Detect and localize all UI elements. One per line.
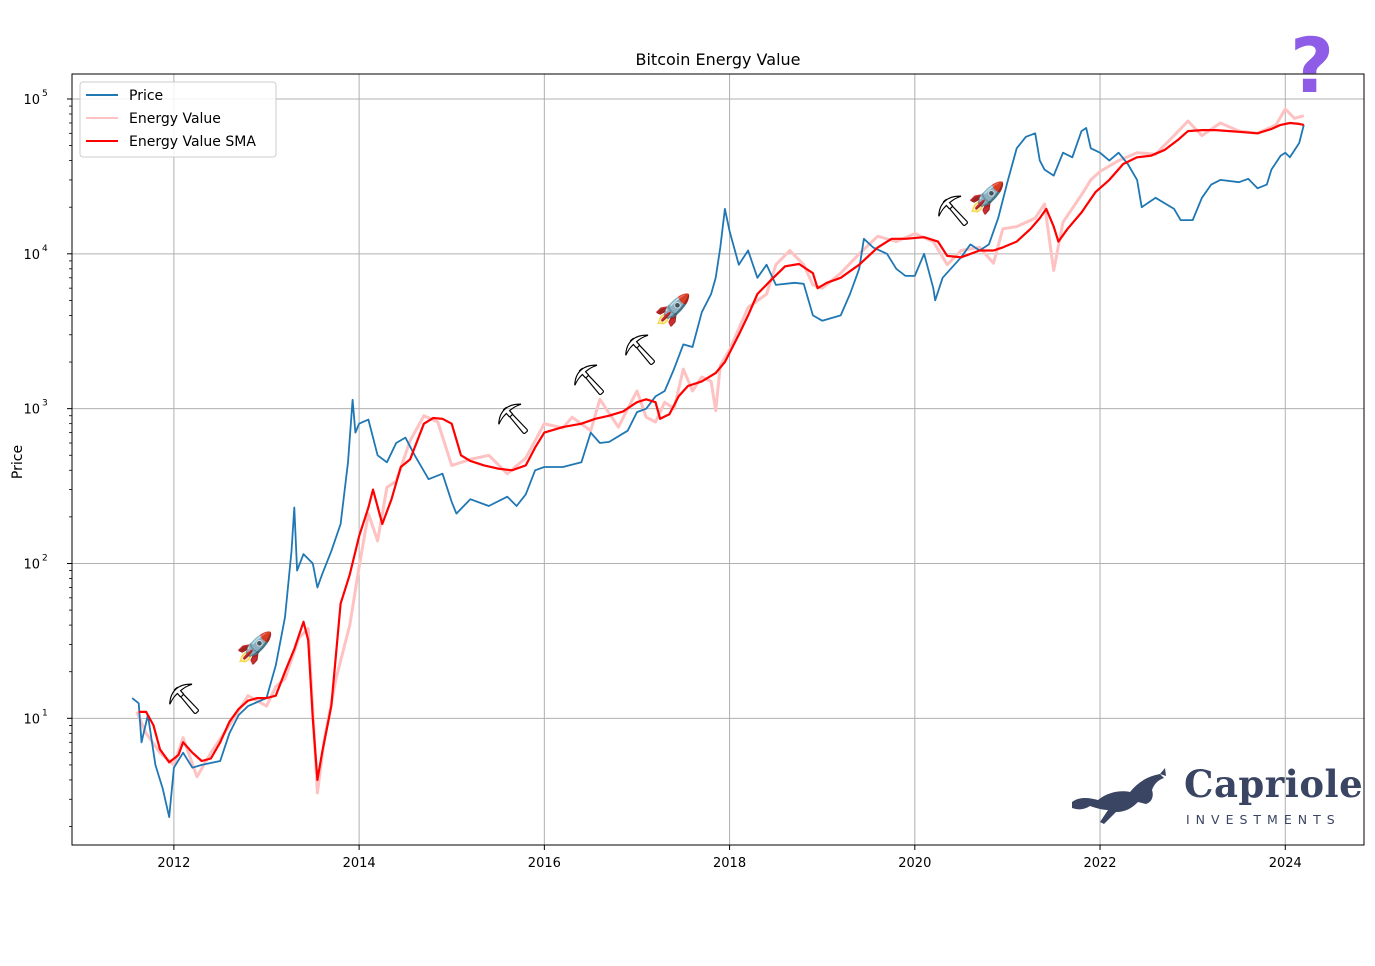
y-tick-exponent: 2 — [42, 553, 48, 563]
legend: Price Energy Value Energy Value SMA — [79, 81, 277, 158]
capriole-logo: Capriole INVESTMENTS — [1068, 752, 1363, 834]
x-axis: 2012 2014 2016 2018 2020 2022 2024 — [157, 845, 1302, 871]
y-tick-exponent: 5 — [42, 89, 48, 99]
series-line-energy-value-sma — [138, 121, 1305, 781]
pickaxe-icon: ⛏ — [165, 682, 204, 717]
x-tick-label: 2016 — [528, 856, 561, 871]
pickaxe-icon: ⛏ — [934, 194, 973, 229]
y-tick-label: 10 — [23, 403, 40, 418]
y-tick-exponent: 1 — [42, 708, 48, 718]
x-tick-label: 2020 — [898, 856, 931, 871]
logo-wordmark: Capriole — [1184, 762, 1364, 806]
legend-label-energy-value: Energy Value — [129, 111, 221, 127]
grid — [72, 74, 1364, 845]
rocket-icon: 🚀 — [968, 181, 1006, 216]
y-tick-label: 10 — [23, 557, 40, 572]
y-tick-exponent: 4 — [42, 244, 48, 254]
y-tick-label: 10 — [23, 248, 40, 263]
logo-subtitle: INVESTMENTS — [1186, 812, 1341, 827]
question-mark-annotation: ? — [1290, 21, 1335, 110]
horse-icon — [1072, 768, 1166, 824]
y-axis-label: Price — [10, 445, 26, 479]
legend-box — [79, 81, 277, 158]
x-tick-label: 2022 — [1083, 856, 1116, 871]
x-tick-label: 2018 — [713, 856, 746, 871]
pickaxe-icon: ⛏ — [570, 363, 609, 398]
rocket-icon: 🚀 — [654, 293, 692, 328]
legend-label-energy-value-sma: Energy Value SMA — [129, 134, 256, 150]
y-tick-exponent: 3 — [42, 399, 48, 409]
x-tick-label: 2024 — [1269, 856, 1302, 871]
series-layer — [131, 107, 1305, 818]
legend-label-price: Price — [129, 88, 163, 104]
series-line-price — [131, 124, 1305, 818]
plot-frame — [71, 73, 1365, 846]
x-tick-label: 2014 — [343, 856, 376, 871]
y-tick-label: 10 — [23, 712, 40, 727]
x-tick-label: 2012 — [157, 856, 190, 871]
pickaxe-icon: ⛏ — [621, 333, 660, 368]
rocket-icon: 🚀 — [236, 631, 274, 666]
chart-title: Bitcoin Energy Value — [636, 50, 801, 69]
y-tick-label: 10 — [23, 93, 40, 108]
pickaxe-icon: ⛏ — [494, 402, 533, 437]
